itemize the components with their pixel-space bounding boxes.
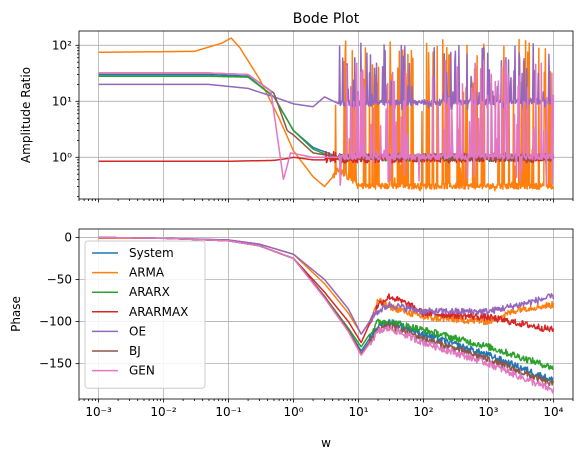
series-line-gen <box>98 59 555 186</box>
x-tick-label: 10⁴ <box>543 405 563 419</box>
amplitude-axes: 10⁰ 10¹ 10² <box>52 30 574 203</box>
x-tick-label: 10¹ <box>348 405 368 419</box>
x-tick-label: 10⁻² <box>150 405 177 419</box>
x-tick-label: 10⁻¹ <box>215 405 242 419</box>
series-line-ararmax <box>98 150 555 164</box>
phase-panel: Phase w 10⁻³ 10⁻² 10⁻¹ 10⁰ 10¹ 10² 10³ 10⁴ 0 −50 −… <box>9 228 574 450</box>
legend-label: System <box>129 246 174 260</box>
legend-label: BJ <box>129 344 141 358</box>
y-tick-label: 10¹ <box>52 94 72 108</box>
y-tick-label: 10⁰ <box>52 150 72 164</box>
legend-label: ARMA <box>129 266 165 280</box>
y-tick-label: −100 <box>39 315 72 329</box>
y-tick-label: 10² <box>52 38 72 52</box>
y-tick-label: −50 <box>47 272 72 286</box>
y-tick-label: −150 <box>39 357 72 371</box>
x-tick-label: 10⁰ <box>283 405 303 419</box>
x-tick-label: 10² <box>413 405 433 419</box>
phase-legend: System ARMA ARARX ARARMAX OE BJ GEN <box>84 240 206 389</box>
y-tick-label: 0 <box>64 230 72 244</box>
amplitude-panel: Bode Plot Amplitude Ratio 10⁰ 10¹ 10² <box>19 11 574 203</box>
chart-title: Bode Plot <box>293 11 360 27</box>
series-line-arma <box>98 37 555 192</box>
axes-frame <box>78 30 574 200</box>
series-line-gen <box>98 236 555 394</box>
phase-y-axis-label: Phase <box>9 296 23 332</box>
legend-label: GEN <box>129 364 155 378</box>
series-line-oe <box>98 42 555 111</box>
phase-axes: 10⁻³ 10⁻² 10⁻¹ 10⁰ 10¹ 10² 10³ 10⁴ 0 −50 −100 −150 <box>39 228 574 419</box>
legend-label: ARARX <box>129 285 170 299</box>
x-tick-label: 10⁻³ <box>85 405 112 419</box>
legend-label: ARARMAX <box>129 305 188 319</box>
legend-label: OE <box>129 324 146 338</box>
amplitude-y-axis-label: Amplitude Ratio <box>19 67 33 163</box>
phase-x-axis-label: w <box>321 436 331 450</box>
axes-frame <box>78 228 574 400</box>
x-tick-label: 10³ <box>478 405 498 419</box>
